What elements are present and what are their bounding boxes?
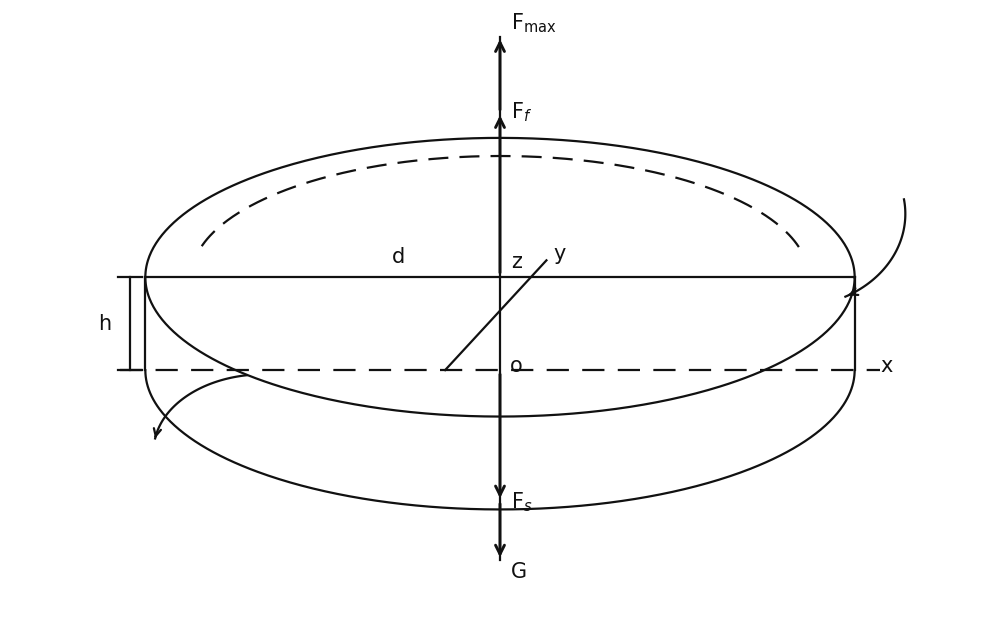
- Text: d: d: [392, 247, 405, 267]
- Text: F$_s$: F$_s$: [511, 491, 533, 514]
- Text: z: z: [511, 252, 522, 272]
- Text: G: G: [511, 562, 527, 582]
- Text: h: h: [98, 313, 112, 333]
- Text: o: o: [510, 356, 523, 376]
- Text: F$_\mathrm{max}$: F$_\mathrm{max}$: [511, 11, 557, 35]
- Text: y: y: [553, 244, 566, 264]
- Text: F$_f$: F$_f$: [511, 101, 532, 124]
- Text: x: x: [880, 356, 892, 376]
